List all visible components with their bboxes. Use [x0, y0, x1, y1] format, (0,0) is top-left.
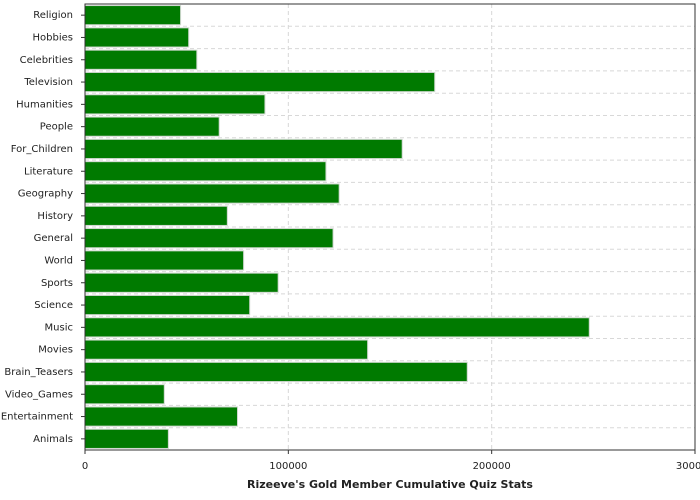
y-tick-label: Science	[34, 300, 73, 311]
bar	[84, 339, 369, 360]
plot-frame	[84, 3, 696, 451]
y-tick-label: Literature	[24, 166, 73, 177]
bar	[84, 272, 279, 293]
y-tick-label: People	[40, 122, 73, 133]
y-tick-label: Hobbies	[33, 32, 73, 43]
bar	[84, 228, 334, 249]
bar	[84, 428, 169, 449]
bar	[84, 294, 251, 316]
y-tick-label: For_Children	[11, 144, 73, 155]
x-axis-label: Rizeeve's Gold Member Cumulative Quiz St…	[247, 478, 533, 491]
bar	[84, 361, 468, 383]
x-tick-label: 200000	[473, 461, 511, 472]
bar	[84, 183, 340, 204]
y-tick-label: History	[37, 211, 73, 222]
y-tick-label: Sports	[41, 278, 73, 289]
y-tick-label: Geography	[18, 189, 73, 200]
bar	[84, 205, 228, 226]
x-tick-label: 300000	[676, 461, 700, 472]
bar	[84, 317, 590, 338]
y-tick-label: General	[34, 233, 73, 244]
bar	[84, 71, 436, 93]
y-tick-label: Music	[45, 322, 73, 333]
bar	[84, 161, 327, 182]
y-tick-label: Celebrities	[20, 55, 73, 66]
bar	[84, 116, 220, 137]
bar	[84, 138, 403, 160]
y-tick-label: Entertainment	[1, 412, 73, 423]
y-tick-label: Humanities	[16, 99, 73, 110]
y-tick-label: Animals	[33, 434, 73, 445]
y-tick-label: World	[44, 255, 73, 266]
bar	[84, 250, 245, 271]
y-tick-label: Video_Games	[5, 389, 73, 400]
bar	[84, 406, 238, 427]
bar	[84, 5, 182, 26]
bar	[84, 27, 190, 48]
x-tick-label: 100000	[269, 461, 307, 472]
y-tick-label: Brain_Teasers	[4, 367, 73, 378]
x-tick-label: 0	[82, 461, 88, 472]
y-tick-label: Television	[23, 77, 73, 88]
bar	[84, 384, 165, 405]
y-tick-label: Religion	[33, 10, 73, 21]
bar	[84, 49, 198, 70]
y-tick-label: Movies	[38, 345, 73, 356]
bar	[84, 94, 266, 115]
